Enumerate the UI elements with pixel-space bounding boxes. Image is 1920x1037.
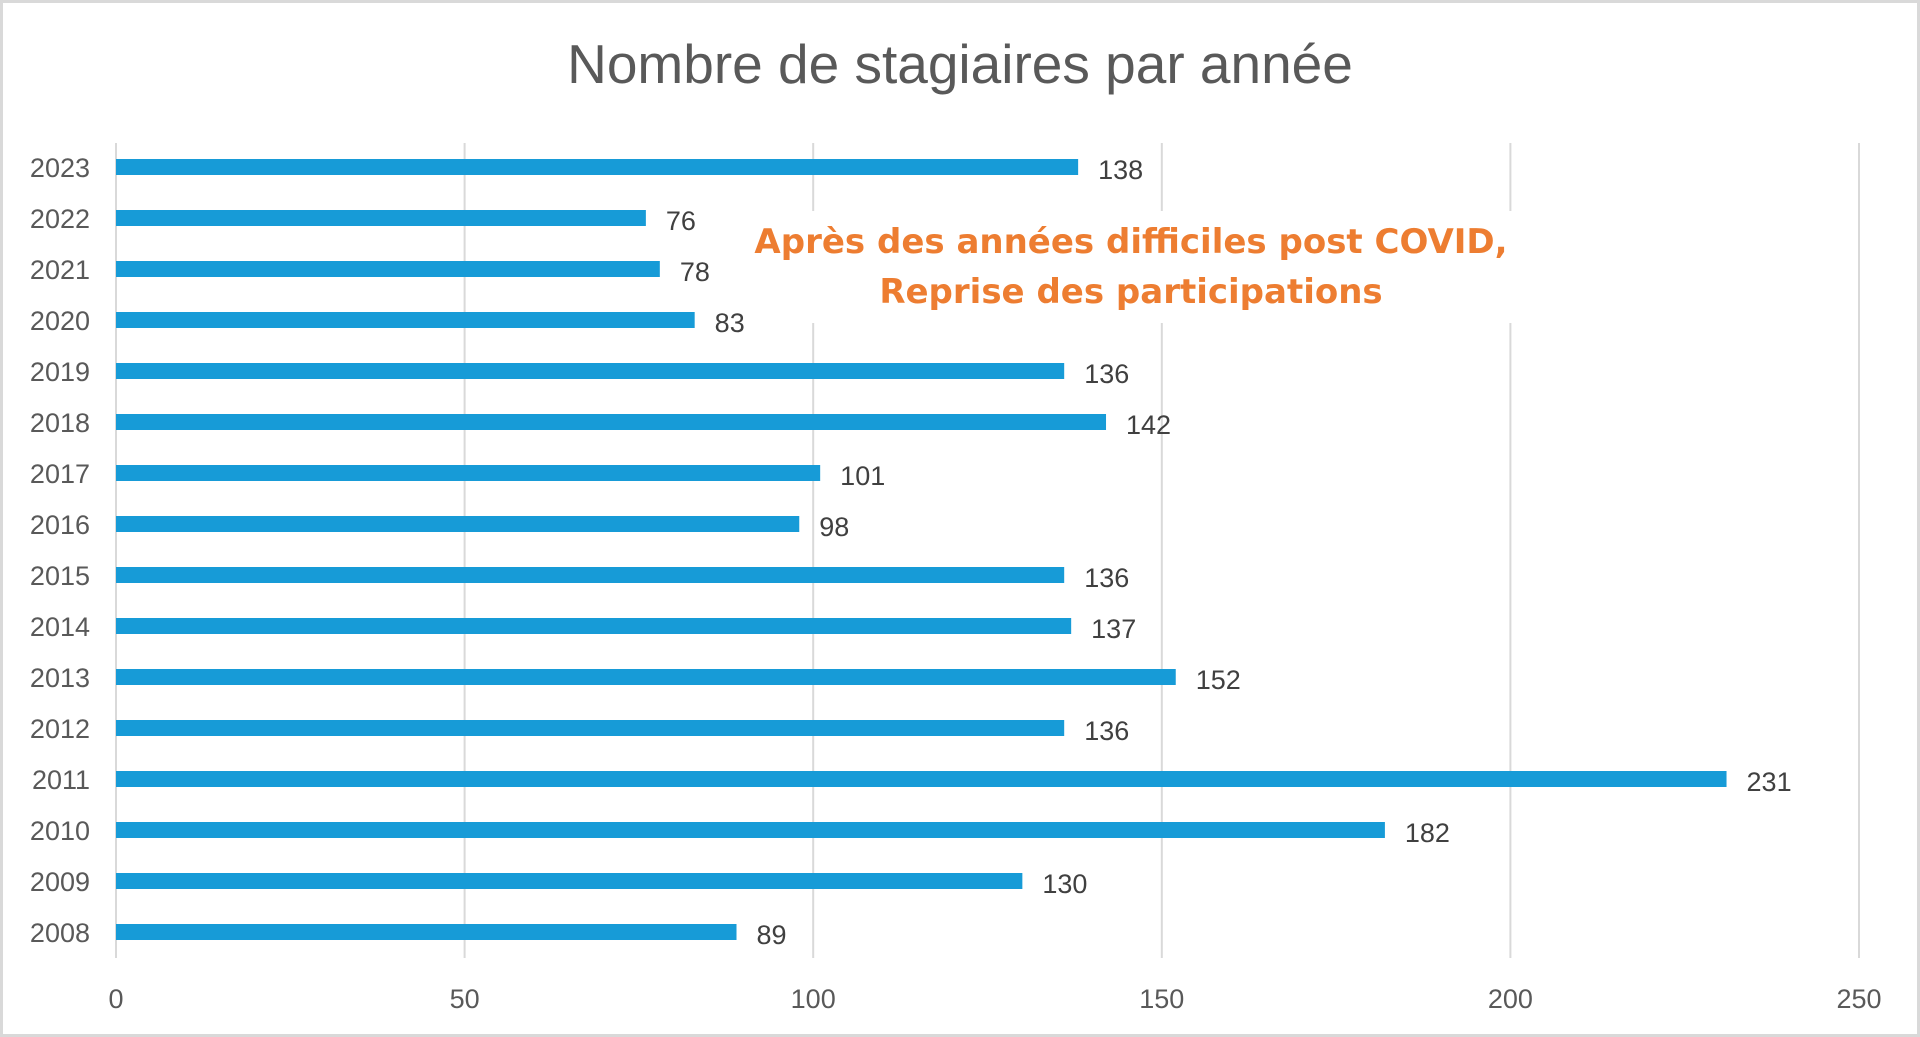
y-tick-label-2013: 2013 xyxy=(30,663,90,693)
bar-2022 xyxy=(116,210,646,226)
annotation-line-1: Après des années difficiles post COVID, xyxy=(754,222,1507,262)
x-tick-label: 100 xyxy=(791,984,836,1014)
annotation-background xyxy=(783,211,1703,323)
data-label-2020: 83 xyxy=(715,308,745,338)
bar-2011 xyxy=(116,771,1727,787)
chart-title: Nombre de stagiaires par année xyxy=(567,33,1353,95)
data-label-2019: 136 xyxy=(1084,359,1129,389)
y-tick-label-2020: 2020 xyxy=(30,306,90,336)
bar-2020 xyxy=(116,312,695,328)
y-tick-label-2022: 2022 xyxy=(30,204,90,234)
x-axis-tick-labels: 0 50 100 150 200 250 xyxy=(108,984,1881,1014)
data-label-2008: 89 xyxy=(757,920,787,950)
y-tick-label-2019: 2019 xyxy=(30,357,90,387)
x-tick-label: 250 xyxy=(1836,984,1881,1014)
y-tick-label-2016: 2016 xyxy=(30,510,90,540)
y-tick-label-2012: 2012 xyxy=(30,714,90,744)
bar-2021 xyxy=(116,261,660,277)
y-tick-label-2017: 2017 xyxy=(30,459,90,489)
data-label-2018: 142 xyxy=(1126,410,1171,440)
data-label-2011: 231 xyxy=(1747,767,1792,797)
data-label-2010: 182 xyxy=(1405,818,1450,848)
data-label-2023: 138 xyxy=(1098,155,1143,185)
bar-2016 xyxy=(116,516,800,532)
bar-2008 xyxy=(116,924,737,940)
y-tick-label-2023: 2023 xyxy=(30,153,90,183)
y-tick-label-2014: 2014 xyxy=(30,612,90,642)
y-tick-label-2018: 2018 xyxy=(30,408,90,438)
data-label-2014: 137 xyxy=(1091,614,1136,644)
x-tick-label: 200 xyxy=(1488,984,1533,1014)
data-label-2017: 101 xyxy=(840,461,885,491)
bar-2009 xyxy=(116,873,1023,889)
x-tick-label: 0 xyxy=(108,984,123,1014)
bar-2017 xyxy=(116,465,821,481)
bar-2010 xyxy=(116,822,1385,838)
data-label-2013: 152 xyxy=(1196,665,1241,695)
y-tick-label-2010: 2010 xyxy=(30,816,90,846)
bar-2019 xyxy=(116,363,1065,379)
data-label-2022: 76 xyxy=(666,206,696,236)
data-label-2015: 136 xyxy=(1084,563,1129,593)
y-tick-label-2021: 2021 xyxy=(30,255,90,285)
bars xyxy=(116,159,1727,940)
bar-2014 xyxy=(116,618,1072,634)
bar-2013 xyxy=(116,669,1176,685)
data-label-2021: 78 xyxy=(680,257,710,287)
bar-2018 xyxy=(116,414,1107,430)
y-tick-label-2008: 2008 xyxy=(30,918,90,948)
data-label-2012: 136 xyxy=(1084,716,1129,746)
x-tick-label: 150 xyxy=(1139,984,1184,1014)
y-tick-label-2009: 2009 xyxy=(30,867,90,897)
x-tick-label: 50 xyxy=(450,984,480,1014)
data-label-2009: 130 xyxy=(1042,869,1087,899)
y-tick-label-2015: 2015 xyxy=(30,561,90,591)
annotation-line-2: Reprise des participations xyxy=(879,272,1382,312)
bar-2015 xyxy=(116,567,1065,583)
data-label-2016: 98 xyxy=(819,512,849,542)
y-tick-label-2011: 2011 xyxy=(32,765,90,795)
bar-2023 xyxy=(116,159,1079,175)
y-axis-tick-labels: 2023 2022 2021 2020 2019 2018 2017 2016 2015 2014… xyxy=(30,153,90,948)
bar-2012 xyxy=(116,720,1065,736)
